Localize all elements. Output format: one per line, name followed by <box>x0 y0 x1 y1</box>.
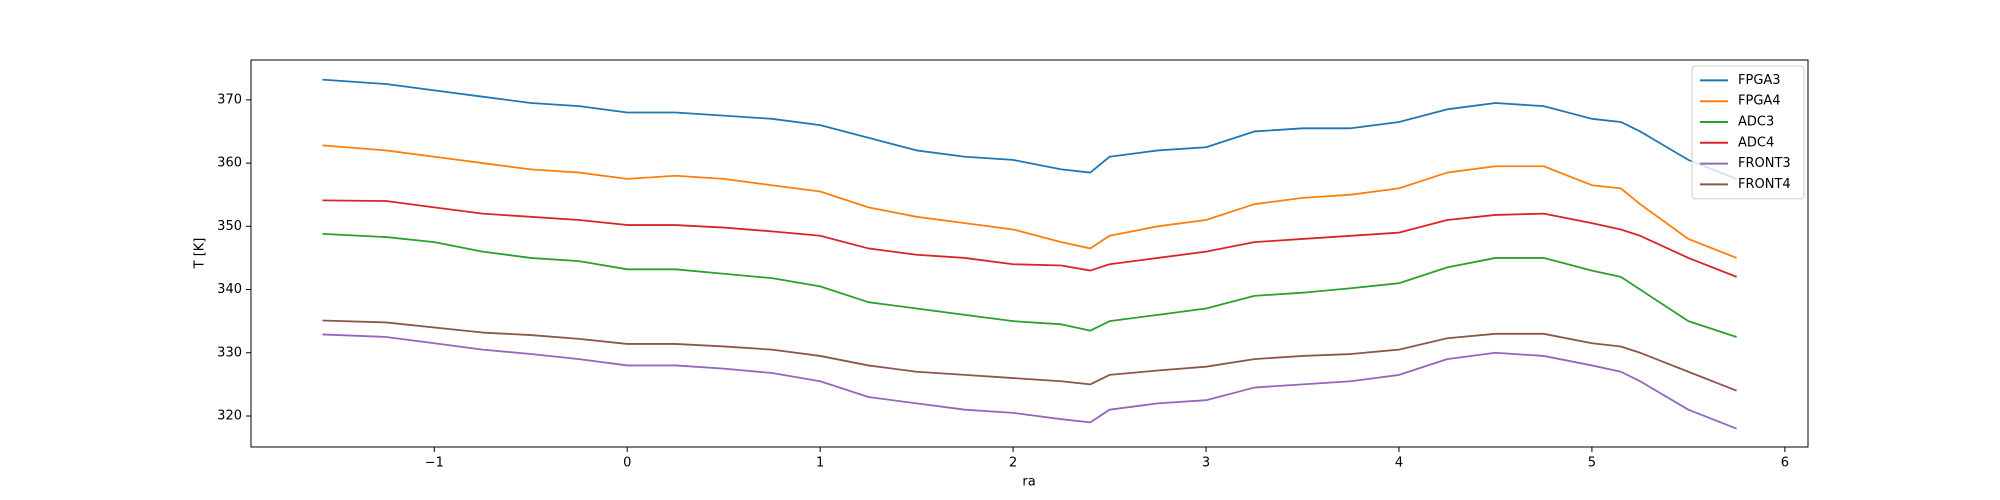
x-tick-label: 1 <box>816 456 824 471</box>
legend-label: FPGA4 <box>1738 94 1781 109</box>
legend-label: FPGA3 <box>1738 73 1781 88</box>
x-tick-label: 2 <box>1009 456 1017 471</box>
axes-frame <box>250 59 1809 448</box>
legend-label: FRONT4 <box>1738 177 1791 192</box>
series-line <box>322 319 1737 392</box>
x-tick-label: 3 <box>1202 456 1210 471</box>
y-axis-label: T [K] <box>193 238 208 270</box>
series-line <box>322 333 1737 430</box>
y-tick-label: 350 <box>217 219 242 234</box>
legend-label: FRONT3 <box>1738 156 1791 171</box>
y-tick-label: 340 <box>217 282 242 297</box>
series-line <box>322 199 1737 278</box>
y-tick-label: 360 <box>217 156 242 171</box>
series-line <box>322 144 1737 259</box>
legend-label: ADC4 <box>1738 135 1774 150</box>
y-tick-label: 320 <box>217 409 242 424</box>
legend-box <box>1691 65 1805 200</box>
y-tick-label: 370 <box>217 92 242 107</box>
series-line <box>322 78 1737 180</box>
x-tick-label: −1 <box>425 456 444 471</box>
legend-label: ADC3 <box>1738 115 1774 130</box>
x-tick-label: 4 <box>1395 456 1403 471</box>
x-tick-label: 0 <box>623 456 631 471</box>
y-tick-label: 330 <box>217 345 242 360</box>
series-line <box>322 233 1737 338</box>
x-axis-label: ra <box>1022 475 1035 490</box>
x-tick-label: 6 <box>1781 456 1789 471</box>
x-tick-label: 5 <box>1588 456 1596 471</box>
